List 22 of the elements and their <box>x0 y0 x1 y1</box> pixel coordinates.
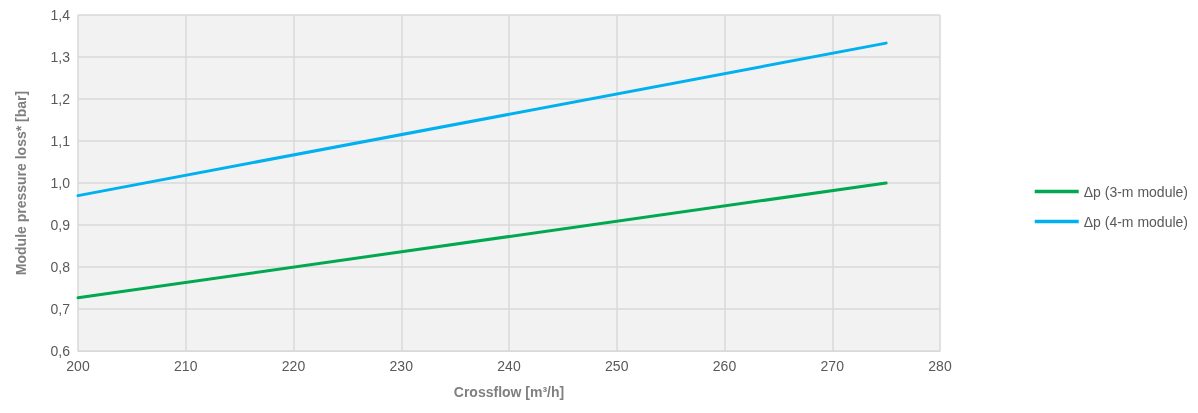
x-tick-label: 220 <box>281 358 306 374</box>
y-axis-title: Module pressure loss* [bar] <box>13 90 29 276</box>
y-tick-label: 1,1 <box>50 133 71 149</box>
x-tick-label: 270 <box>820 358 845 374</box>
y-tick-label: 0,6 <box>50 343 71 359</box>
x-tick-label: 200 <box>66 358 90 374</box>
legend-label: Δp (4-m module) <box>1083 213 1189 230</box>
legend-label: Δp (3-m module) <box>1083 183 1189 200</box>
y-tick-label: 1,2 <box>50 91 71 107</box>
y-tick-label: 0,8 <box>50 259 71 275</box>
y-tick-label: 1,4 <box>50 7 71 23</box>
x-axis-title: Crossflow [m³/h] <box>453 384 565 400</box>
x-tick-label: 260 <box>712 358 737 374</box>
y-tick-label: 1,0 <box>50 175 71 191</box>
x-tick-label: 230 <box>389 358 414 374</box>
x-tick-label: 240 <box>497 358 521 374</box>
y-tick-label: 0,9 <box>50 217 71 233</box>
x-tick-label: 250 <box>605 358 629 374</box>
x-tick-label: 210 <box>174 358 198 374</box>
y-tick-label: 1,3 <box>50 49 71 65</box>
x-tick-label: 280 <box>928 358 952 374</box>
y-tick-label: 0,7 <box>50 301 71 317</box>
